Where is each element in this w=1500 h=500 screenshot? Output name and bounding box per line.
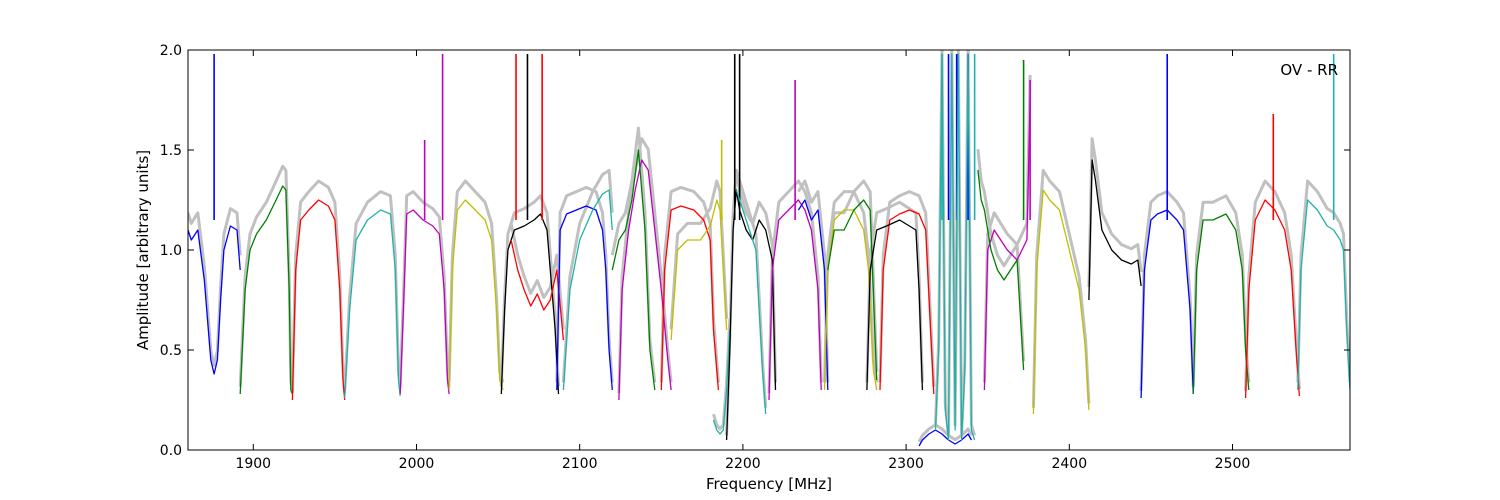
series-line-17: [735, 189, 767, 415]
envelope-trace-10: [561, 168, 614, 383]
series-line-28: [1032, 189, 1090, 415]
envelope-trace-31: [1191, 194, 1251, 387]
series-line-26: [983, 99, 1031, 391]
series-line-11: [618, 159, 672, 401]
envelope-trace-7: [499, 194, 560, 387]
series-line-8: [510, 239, 565, 341]
envelope-trace-8: [509, 223, 565, 330]
envelope-trace-26: [982, 74, 1032, 383]
envelope-trace-27: [976, 149, 1026, 362]
y-axis-label: Amplitude [arbitrary units]: [134, 150, 152, 350]
y-tick-label: 1.0: [160, 243, 182, 259]
envelope-trace-28: [1031, 168, 1091, 408]
envelope-trace-14: [669, 179, 729, 330]
envelope-trace-2: [238, 164, 294, 388]
series-line-3: [291, 199, 346, 401]
x-tick-label: 2500: [1215, 456, 1251, 472]
y-tick-label: 1.5: [160, 143, 182, 159]
series-line-18: [768, 199, 822, 401]
series-layer: [188, 53, 1350, 447]
envelope-trace-32: [1244, 179, 1301, 391]
series-line-14: [670, 199, 728, 341]
series-line-10: [562, 189, 613, 391]
series-line-15: [712, 329, 731, 435]
x-tick-label: 2100: [562, 456, 598, 472]
envelope-trace-18: [767, 179, 823, 394]
series-line-7: [500, 213, 560, 395]
envelope-trace-4: [343, 190, 402, 391]
series-line-2: [239, 185, 294, 395]
x-axis-label: Frequency [MHz]: [706, 475, 832, 493]
series-line-27: [977, 169, 1025, 371]
y-tick-label: 2.0: [160, 43, 182, 59]
series-line-16: [725, 189, 777, 441]
series-line-13: [660, 205, 720, 391]
envelope-trace-12: [610, 126, 657, 383]
series-line-4: [344, 209, 401, 399]
plot-annotation: OV - RR: [1280, 61, 1338, 79]
x-tick-label: 1900: [235, 456, 271, 472]
series-line-5: [399, 209, 450, 395]
y-tick-label: 0.5: [160, 343, 182, 359]
series-line-9: [556, 205, 613, 391]
series-line-22: [879, 209, 935, 395]
envelope-trace-22: [878, 190, 936, 387]
envelope-trace-21: [826, 179, 879, 372]
x-tick-label: 2000: [399, 456, 435, 472]
series-line-1: [188, 225, 241, 375]
series-line-33: [1297, 199, 1350, 391]
envelope-trace-24: [917, 423, 973, 443]
envelope-trace-1: [188, 207, 242, 367]
ticks-layer: 1900 2000 2100 2200 2300 2400 2500 0.0 0.5 1.0 1.5…: [160, 43, 1350, 472]
series-line-6: [448, 199, 504, 391]
envelope-trace-33: [1296, 179, 1350, 383]
series-line-21: [827, 199, 878, 381]
series-line-29: [1088, 159, 1142, 301]
envelope-trace-29: [1087, 137, 1143, 288]
series-line-32: [1244, 199, 1301, 399]
series-line-23: [866, 219, 924, 391]
envelope-trace-3: [290, 179, 347, 394]
envelope-trace-30: [1139, 190, 1195, 391]
envelope-trace-23: [865, 200, 924, 383]
series-line-19: [797, 199, 829, 391]
x-tick-label: 2400: [1051, 456, 1087, 472]
series-line-31: [1192, 213, 1250, 395]
y-tick-label: 0.0: [160, 443, 182, 459]
series-line-12: [611, 149, 656, 391]
envelope-trace-19: [797, 179, 830, 383]
x-tick-label: 2200: [725, 456, 761, 472]
x-tick-label: 2300: [888, 456, 924, 472]
series-line-24: [918, 429, 972, 447]
